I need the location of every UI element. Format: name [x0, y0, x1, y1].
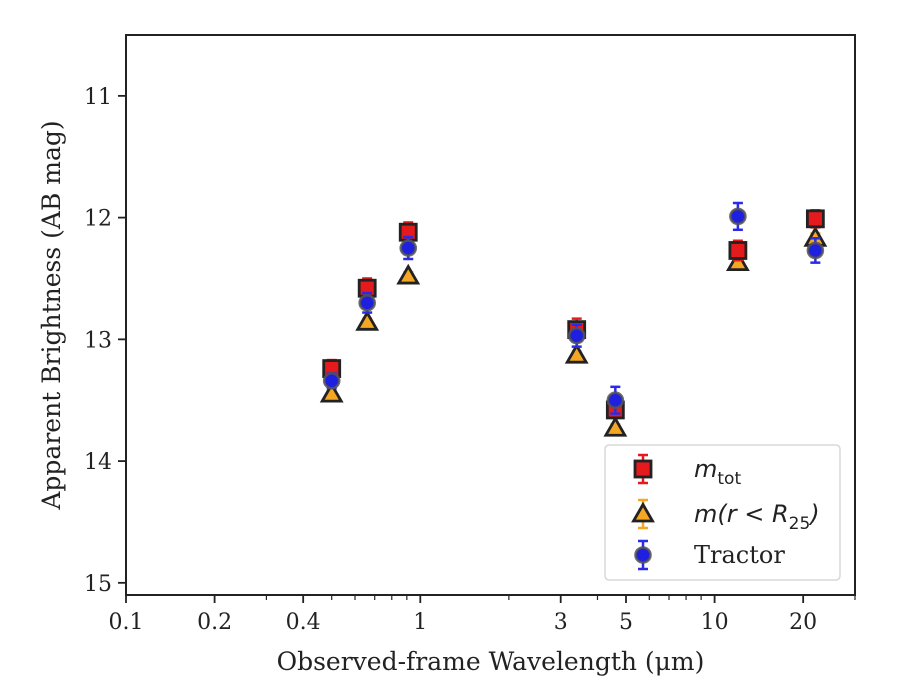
x-tick-label: 20 [789, 610, 817, 635]
x-tick-label: 10 [701, 610, 729, 635]
data-point-triangle [396, 263, 421, 285]
x-tick-label: 3 [554, 610, 568, 635]
data-point-circle [806, 241, 825, 260]
x-tick-label: 1 [413, 610, 427, 635]
y-tick-label: 15 [84, 572, 112, 597]
data-point-triangle [603, 415, 628, 437]
data-point-circle [399, 239, 418, 257]
data-point-circle [567, 326, 586, 345]
x-tick-label: 0.1 [109, 610, 144, 635]
data-point-circle [606, 391, 625, 410]
data-point-circle [358, 294, 376, 312]
legend-label: mtot [694, 455, 741, 489]
data-point-triangle [355, 309, 380, 331]
y-tick-label: 13 [84, 328, 112, 353]
y-axis-label: Apparent Brightness (AB mag) [37, 120, 66, 510]
x-tick-label: 0.4 [286, 610, 321, 635]
x-tick-label: 0.2 [197, 610, 232, 635]
legend-marker-circle [634, 546, 652, 564]
legend-label: m(r < R25) [694, 500, 820, 534]
legend-marker-triangle [631, 501, 655, 523]
y-tick-label: 14 [84, 450, 112, 475]
data-point-circle [322, 371, 341, 390]
data-point-circle [729, 207, 747, 226]
series-circle [322, 201, 825, 415]
x-tick-label: 5 [619, 610, 633, 635]
y-tick-label: 12 [84, 207, 112, 232]
x-axis-label: Observed-frame Wavelength (μm) [277, 647, 705, 676]
data-point-square [728, 241, 748, 260]
data-point-triangle [564, 342, 589, 364]
legend-item: mtot [633, 453, 741, 489]
legend-marker-square [633, 459, 653, 479]
legend-label: Tractor [694, 541, 785, 569]
legend-item: Tractor [634, 539, 785, 571]
y-tick-label: 11 [84, 85, 112, 110]
legend-box [604, 444, 841, 581]
plot-frame [125, 34, 856, 596]
x-axis: 0.1 0.2 0.4 1 3 5 10 20 [109, 595, 856, 635]
data-point-triangle [319, 381, 344, 403]
series-square [322, 209, 825, 420]
legend-item: m(r < R25) [631, 498, 820, 534]
data-point-square [805, 209, 825, 229]
series-layer [319, 201, 828, 437]
legend: mtot m(r < R25) Tractor [604, 444, 841, 581]
y-axis: 11 12 13 14 15 [84, 85, 126, 597]
